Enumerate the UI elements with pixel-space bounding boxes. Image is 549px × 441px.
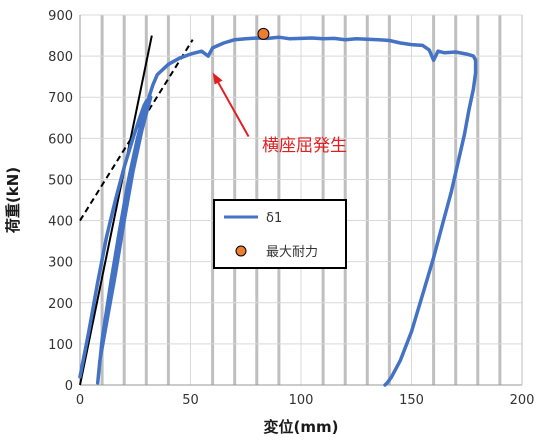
legend-label-series: δ1: [266, 211, 282, 226]
reference-lines: [79, 35, 194, 386]
y-tick-label: 600: [48, 132, 73, 147]
y-tick-label: 900: [48, 9, 73, 24]
y-tick-label: 300: [48, 256, 73, 271]
series-line-delta1: [78, 35, 478, 387]
x-tick-label: 150: [399, 393, 424, 408]
reference-line-dashed: [79, 39, 194, 222]
legend: δ1 最大耐力: [213, 199, 347, 269]
annotation-text: 横座屈発生: [262, 136, 347, 156]
max-strength-point: [257, 27, 270, 40]
x-tick-label: 200: [510, 393, 535, 408]
y-tick-label: 100: [48, 338, 73, 353]
legend-swatch-point: [235, 245, 247, 257]
x-tick-label: 0: [76, 393, 84, 408]
x-tick-label: 50: [182, 393, 199, 408]
y-tick-label: 800: [48, 50, 73, 65]
annotations: 横座屈発生: [212, 72, 347, 156]
y-tick-label: 0: [65, 379, 73, 394]
y-tick-label: 700: [48, 91, 73, 106]
x-axis-title: 変位(mm): [264, 418, 339, 436]
legend-label-max: 最大耐力: [266, 245, 318, 260]
y-tick-label: 400: [48, 215, 73, 230]
axes: [79, 15, 523, 386]
annotation-arrowhead: [212, 72, 223, 85]
annotation-arrow-line: [215, 79, 250, 138]
legend-box: [213, 199, 347, 269]
y-axis-title: 荷重(kN): [4, 167, 22, 233]
y-tick-label: 200: [48, 297, 73, 312]
reference-line-solid: [79, 35, 153, 386]
tick-labels: 0 50 100 150 200 0 100 200 300 400 500 600 700 800 900: [48, 9, 534, 408]
y-tick-label: 500: [48, 173, 73, 188]
x-tick-label: 100: [289, 393, 314, 408]
series-group: [78, 27, 478, 387]
